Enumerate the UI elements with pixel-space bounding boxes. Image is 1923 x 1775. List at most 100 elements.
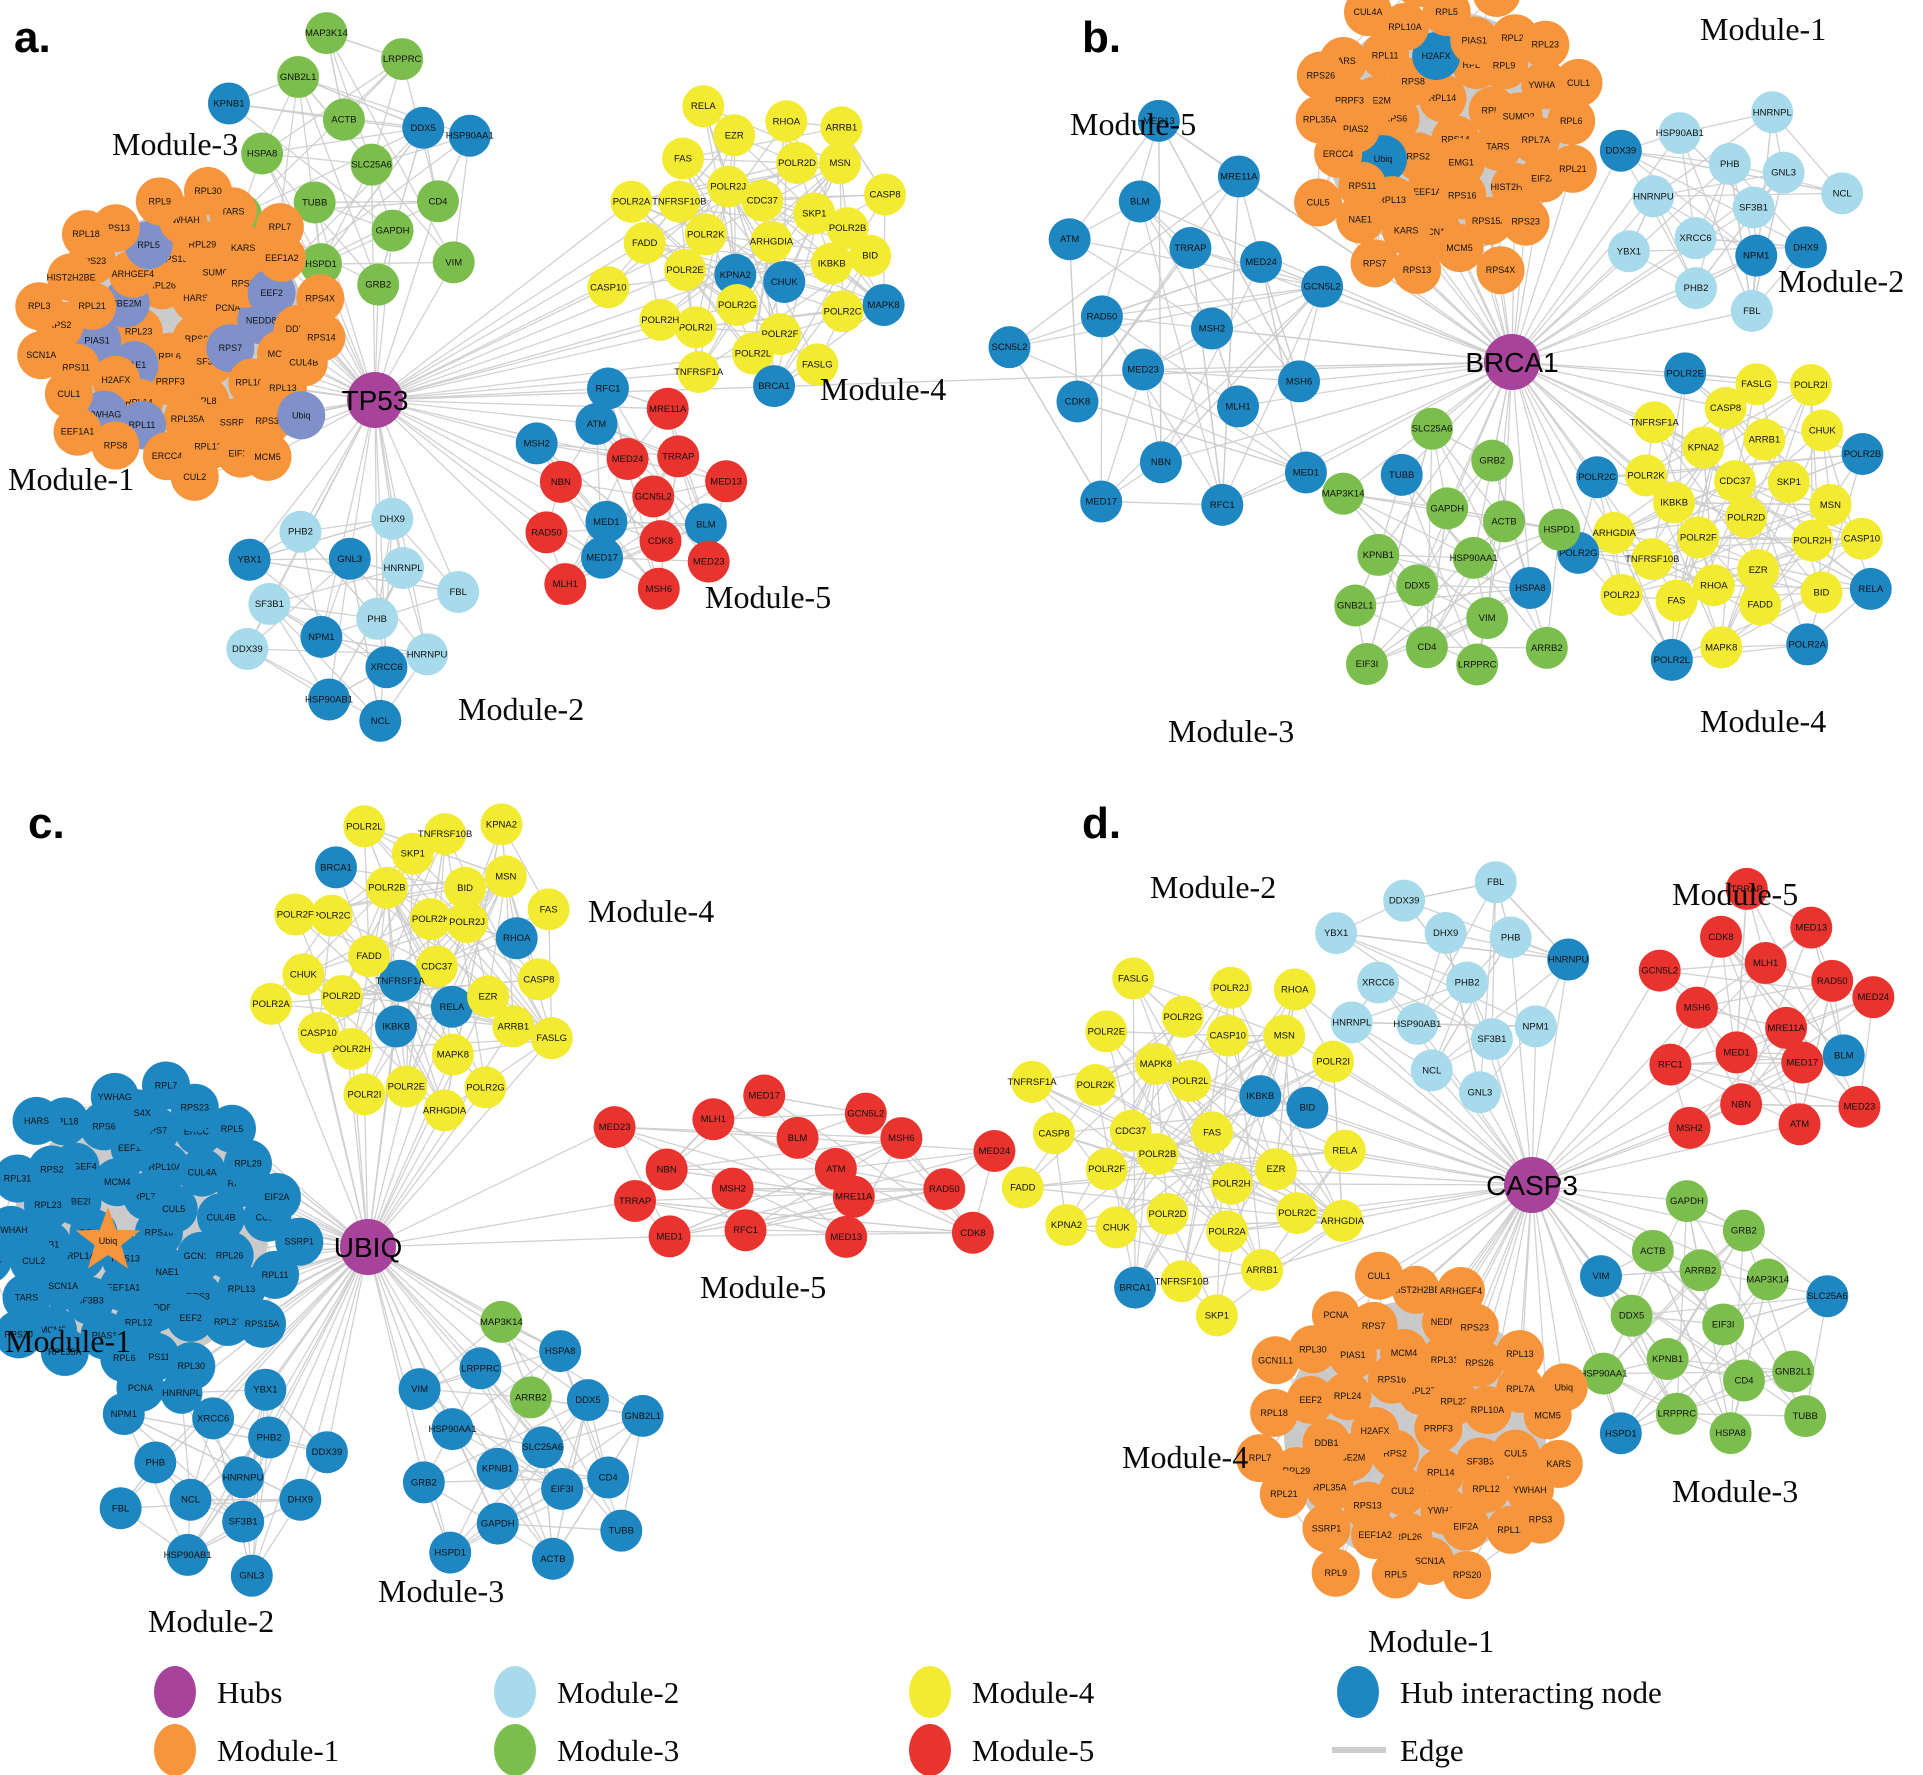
network-node: GAPDH (476, 1502, 519, 1545)
edge-line (1416, 881, 1497, 1025)
node-label: TNFRSF1A (1008, 1077, 1058, 1088)
node-label: GNL3 (1467, 1087, 1492, 1098)
hub-edge-line (1511, 361, 1623, 596)
node-label: YBX1 (237, 555, 261, 566)
legend-label: Module-4 (972, 1675, 1095, 1710)
network-node: POLR2J (446, 901, 489, 944)
network-node: MED13 (705, 460, 748, 503)
module-label: Module-4 (820, 371, 946, 407)
network-node: MSN (819, 142, 862, 185)
node-label: FAS (540, 904, 558, 915)
node-label: RPL35A (48, 1347, 82, 1357)
edge-line (1603, 1230, 1745, 1375)
network-node: CD4 (416, 180, 459, 223)
node-label: RPL8 (194, 396, 217, 406)
network-node: RFC1 (1201, 483, 1244, 526)
node-label: HSPA8 (545, 1346, 575, 1357)
node-label: RPL13 (269, 383, 297, 393)
edge-line (1720, 538, 1863, 648)
node-label: RELA (1858, 584, 1883, 595)
node-label: ARRB1 (1749, 435, 1781, 446)
network-node: GNL3 (328, 537, 371, 580)
node-label: GRB2 (411, 1477, 437, 1488)
edge-line (1377, 982, 1493, 1040)
node-label: CUL5 (1504, 1449, 1527, 1459)
network-node: MLH1 (692, 1098, 735, 1141)
node-label: RPS23 (1511, 217, 1540, 227)
node-label: GRB2 (1479, 456, 1505, 467)
network-node: HSP90AB1 (305, 678, 353, 721)
node-label: EEF1A1 (1413, 187, 1447, 197)
hub-edge-line (367, 1126, 615, 1248)
network-node: CUL5 (149, 1184, 198, 1233)
network-node: ACTB (531, 1537, 574, 1580)
node-label: NCL (1422, 1065, 1441, 1076)
module-label: Module-1 (8, 461, 134, 497)
node-label: RPL23 (1532, 40, 1560, 50)
network-node: FBL (99, 1487, 142, 1530)
node-label: CDC37 (421, 961, 452, 972)
network-node: BLM (1118, 180, 1161, 223)
module-label: Module-4 (1122, 1439, 1248, 1475)
network-node: EEF1A1 (53, 407, 102, 456)
network-node: TRRAP (614, 1180, 657, 1223)
network-node: CUL1 (1554, 58, 1603, 107)
node-label: DDB1 (1314, 1438, 1338, 1448)
edge-line (1095, 987, 1232, 1086)
node-label: RPS13 (1353, 1501, 1382, 1511)
network-node: RPS14 (297, 313, 346, 362)
edge-line (1008, 346, 1102, 502)
edge-line (1602, 1200, 1688, 1374)
edge-line (1158, 120, 1162, 463)
network-node: VIM (398, 1368, 441, 1411)
node-label: TRRAP (619, 1196, 651, 1207)
network-node: SCN1A (17, 331, 66, 380)
node-label: RPS15A (1472, 216, 1507, 226)
node-label: KPNA2 (720, 270, 751, 281)
network-node: XRCC6 (1357, 961, 1400, 1004)
node-label: CHUK (1809, 426, 1837, 437)
hub-edge-line (1511, 361, 1531, 589)
hub-edge-line (1531, 1184, 1724, 1325)
network-node: MRE11A (646, 387, 689, 430)
node-label: RPS4X (121, 1108, 151, 1118)
hub-edge-line (374, 387, 608, 401)
hub-edge-line (374, 371, 699, 401)
node-label: XRCC6 (197, 1413, 229, 1424)
network-node: RPS20 (1443, 1551, 1492, 1600)
node-label: HSPA8 (247, 148, 277, 159)
network-node: DDX39 (305, 1431, 348, 1474)
node-label: MAP3K14 (305, 28, 348, 39)
node-label: DDX5 (411, 123, 436, 134)
node-label: GCN5L2 (847, 1109, 884, 1120)
node-label: RPL14 (67, 1251, 95, 1261)
node-label: BID (457, 883, 473, 894)
panel-letter-d: d. (1082, 799, 1121, 848)
edge-line (1132, 977, 1261, 1097)
legend-item-module-3: Module-3 (494, 1724, 679, 1775)
network-node: GNL3 (1762, 151, 1805, 194)
node-label: RFC1 (596, 384, 621, 395)
node-label: SF3B1 (229, 1517, 258, 1528)
node-label: SCN1A (48, 1281, 78, 1291)
edge-line (635, 1188, 945, 1202)
network-node: CHUK (763, 260, 806, 303)
edge-line (682, 158, 781, 335)
node-label: HNRNPU (223, 1472, 264, 1483)
node-label: LRPPRC (1458, 660, 1497, 671)
network-node: HARS (12, 1096, 61, 1145)
node-label: MED1 (656, 1231, 682, 1242)
network-node: RPS15A (238, 1299, 287, 1348)
network-node: CDK8 (1056, 380, 1099, 423)
network-node: HNRNPL (1330, 1001, 1373, 1044)
node-label: KPNB1 (213, 98, 244, 109)
network-node: HSP90AA1 (1579, 1352, 1628, 1395)
network-node: SKP1 (1767, 461, 1810, 504)
node-label: RPS4X (306, 293, 336, 303)
network-node: CHUK (1801, 409, 1844, 452)
node-label: HSPD1 (1544, 525, 1576, 536)
edge-line (773, 255, 871, 387)
node-label: RPS6 (92, 1121, 116, 1131)
network-node: CD4 (587, 1456, 630, 1499)
